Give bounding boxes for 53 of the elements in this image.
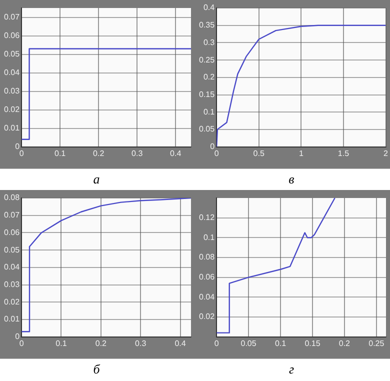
y-tick-label: 0.03 bbox=[4, 280, 20, 289]
x-tick-label: 1 bbox=[298, 148, 304, 158]
x-tick-label: 0.4 bbox=[174, 338, 186, 348]
x-tick-label: 0.2 bbox=[93, 148, 105, 158]
y-tick-label: 0.01 bbox=[4, 314, 20, 324]
y-tick-label: 0.06 bbox=[198, 272, 216, 282]
y-tick-label: 0.02 bbox=[4, 297, 20, 306]
y-tick-label: 0 bbox=[15, 142, 20, 152]
y-tick-label: 0.08 bbox=[4, 193, 20, 202]
y-tick-label: 0.05 bbox=[198, 124, 216, 134]
y-tick-label: 0.04 bbox=[4, 262, 20, 272]
y-tick-label: 0.1 bbox=[203, 232, 216, 242]
x-tick-label: 0.5 bbox=[253, 148, 265, 158]
y-tick-label: 0.05 bbox=[4, 49, 20, 58]
x-tick-label: 0.1 bbox=[54, 148, 66, 158]
text: а bbox=[93, 172, 100, 187]
text: в bbox=[288, 172, 295, 187]
y-tick-label: 0.02 bbox=[198, 312, 216, 322]
x-tick-label: 0.3 bbox=[132, 148, 144, 158]
x-tick-label: 0.4 bbox=[170, 148, 182, 158]
y-tick-label: 0.35 bbox=[198, 20, 216, 30]
y-tick-label: 0.04 bbox=[198, 292, 216, 302]
y-tick-label: 0 bbox=[15, 332, 20, 342]
x-tick-label: 0.25 bbox=[368, 338, 385, 348]
text: г bbox=[288, 362, 294, 377]
y-tick-label: 0.06 bbox=[4, 228, 20, 237]
y-tick-label: 0.05 bbox=[4, 245, 20, 254]
y-tick-label: 0.02 bbox=[4, 104, 20, 114]
y-tick-label: 0.1 bbox=[203, 107, 216, 116]
x-tick-label: 1.5 bbox=[338, 148, 350, 158]
x-tick-label: 0.05 bbox=[240, 338, 257, 348]
y-tick-label: 0.12 bbox=[198, 213, 216, 222]
x-tick-label: 0.1 bbox=[274, 338, 287, 348]
y-tick-label: 0.08 bbox=[198, 252, 216, 262]
x-tick-label: 0.2 bbox=[338, 338, 351, 348]
y-tick-label: 0.03 bbox=[4, 86, 20, 96]
y-tick-label: 0.15 bbox=[198, 90, 216, 99]
x-tick-label: 0.3 bbox=[135, 338, 147, 348]
x-tick-label: 0.15 bbox=[304, 338, 321, 348]
y-tick-label: 0.06 bbox=[4, 30, 20, 40]
x-tick-label: 0.1 bbox=[56, 338, 68, 348]
y-tick-label: 0.25 bbox=[198, 55, 216, 64]
y-tick-label: 0.01 bbox=[4, 123, 20, 132]
x-tick-label: 2 bbox=[384, 148, 389, 158]
y-tick-label: 0.4 bbox=[203, 3, 216, 12]
y-tick-label: 0.3 bbox=[203, 38, 216, 47]
y-tick-label: 0.04 bbox=[4, 68, 20, 77]
y-tick-label: 0 bbox=[210, 142, 216, 152]
y-tick-label: 0.2 bbox=[203, 72, 216, 82]
y-tick-label: 0.07 bbox=[4, 210, 20, 220]
y-tick-label: 0.07 bbox=[4, 12, 20, 22]
x-tick-label: 0.2 bbox=[95, 338, 108, 348]
text: б bbox=[93, 362, 100, 377]
